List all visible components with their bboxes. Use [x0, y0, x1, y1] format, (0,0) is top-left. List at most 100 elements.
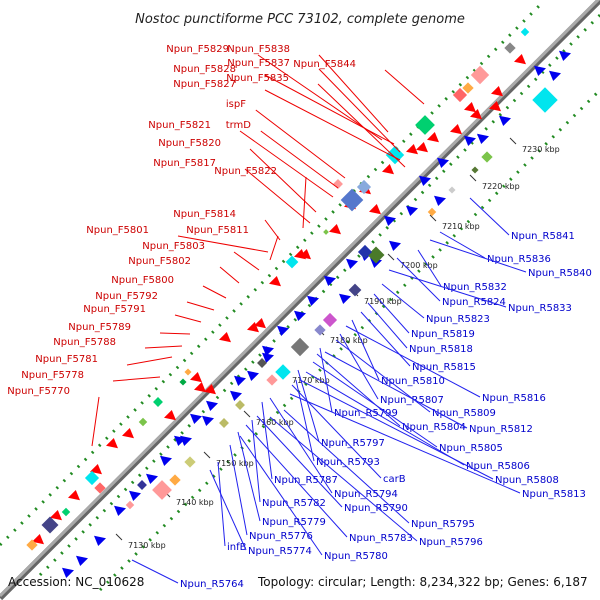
gene-label-npun-f5837: Npun_F5837 [227, 58, 290, 69]
tick-label-7180-kbp: 7180 kbp [330, 336, 368, 345]
gene-block-25 [125, 500, 135, 510]
reverse-arrow-29 [434, 195, 446, 206]
leader-line-npun-r5793 [295, 379, 315, 462]
gene-label-npun-r5797: Npun_R5797 [321, 438, 385, 449]
middle-dotted-line [38, 13, 600, 577]
leader-line-npun-r5794 [269, 397, 333, 494]
gene-label-npun-f5811: Npun_F5811 [186, 225, 249, 236]
gene-block-0 [532, 87, 558, 113]
reverse-arrow-9 [384, 215, 396, 226]
forward-arrow-16 [122, 428, 134, 439]
gene-block-6 [504, 42, 516, 54]
gene-label-npun-r5804: Npun_R5804 [402, 422, 466, 433]
gene-block-8 [340, 188, 364, 212]
gene-label-npun-r5833: Npun_R5833 [508, 303, 572, 314]
reverse-arrow-36 [180, 435, 192, 446]
gene-block-34 [427, 207, 437, 217]
gene-block-40 [323, 229, 329, 235]
reverse-arrow-3 [499, 115, 511, 126]
leader-line-npun-r5779 [237, 431, 261, 522]
leader-line-npun-r5790 [256, 415, 343, 508]
tick-label-7220-kbp: 7220 kbp [482, 182, 520, 191]
tick-label-7230-kbp: 7230 kbp [522, 145, 560, 154]
dotted-guides [0, 3, 600, 592]
gene-label-npun-r5810: Npun_R5810 [381, 376, 445, 387]
gene-label-npun-r5812: Npun_R5812 [469, 424, 533, 435]
gene-block-19 [235, 400, 245, 410]
forward-arrow-10 [269, 276, 281, 287]
reverse-arrow-8 [406, 205, 418, 216]
gene-label-npun-f5821: Npun_F5821 [148, 120, 211, 131]
reverse-arrow-33 [262, 352, 274, 363]
leader-line-trmd [260, 130, 339, 189]
gene-label-npun-f5789: Npun_F5789 [68, 322, 131, 333]
gene-block-28 [84, 470, 100, 486]
gene-block-24 [137, 480, 147, 490]
gene-label-npun-f5820: Npun_F5820 [158, 138, 221, 149]
reverse-arrow-0 [549, 70, 561, 81]
gene-label-npun-r5836: Npun_R5836 [487, 254, 551, 265]
gene-label-npun-r5823: Npun_R5823 [426, 314, 490, 325]
leader-line-npun-r5805 [312, 361, 438, 448]
forward-arrow-4 [406, 144, 418, 155]
gene-block-21 [184, 456, 196, 468]
leader-line-npun-r5816 [345, 325, 481, 398]
leader-line-npun-r5833 [388, 269, 507, 308]
leader-line-ispf [255, 109, 346, 179]
gene-label-npun-f5814: Npun_F5814 [173, 209, 236, 220]
gene-block-23 [169, 474, 181, 486]
reverse-arrow-7 [419, 175, 431, 186]
accession-text: Accession: NC_010628 [8, 575, 144, 589]
gene-block-38 [184, 368, 192, 376]
leader-line-npun-r5841 [469, 197, 510, 236]
gene-features [26, 27, 571, 578]
reverse-arrow-19 [206, 400, 218, 411]
reverse-arrow-14 [294, 310, 306, 321]
reverse-arrow-4 [477, 133, 489, 144]
gene-label-npun-r5816: Npun_R5816 [482, 393, 546, 404]
axis-ticks: 7130 kbp 7140 kbp 7150 kbp 7160 kbp 7170 kbp… [115, 137, 560, 550]
leader-line-npun-r5813 [289, 393, 521, 494]
leader-line-npun-r5832 [417, 249, 442, 287]
gene-block-4 [452, 87, 468, 103]
leader-line-npun-f5802 [219, 266, 240, 284]
gene-label-npun-r5808: Npun_R5808 [495, 475, 559, 486]
gene-block-22 [152, 480, 172, 500]
leader-line-npun-f5770 [91, 396, 100, 447]
gene-block-5 [462, 82, 474, 94]
leader-line-npun-f5844 [384, 69, 425, 105]
gene-label-npun-f5829: Npun_F5829 [166, 44, 229, 55]
gene-block-12 [348, 283, 362, 297]
gene-label-npun-r5779: Npun_R5779 [262, 517, 326, 528]
leader-line-npun-r5815 [360, 311, 411, 367]
reverse-arrow-2 [559, 50, 571, 61]
gene-label-npun-r5805: Npun_R5805 [439, 443, 503, 454]
forward-arrow-2 [464, 102, 476, 113]
gene-label-npun-r5782: Npun_R5782 [262, 498, 326, 509]
tick-mark-7210-kbp [429, 214, 437, 222]
reverse-arrow-22 [160, 455, 172, 466]
gene-label-npun-f5792: Npun_F5792 [95, 291, 158, 302]
leader-line-npun-r5808 [299, 379, 494, 480]
gene-block-37 [471, 166, 479, 174]
leader-line-npun-f5789 [159, 332, 191, 335]
tick-mark-7230-kbp [509, 137, 517, 145]
leader-line-npun-r5795 [283, 409, 410, 524]
reverse-arrow-1 [534, 65, 546, 76]
gene-block-13 [322, 312, 338, 328]
leader-line-npun-f5800 [202, 285, 227, 299]
forward-arrow-5 [382, 164, 394, 175]
tick-label-7170-kbp: 7170 kbp [292, 376, 330, 385]
gene-label-npun-f5788: Npun_F5788 [53, 337, 116, 348]
leader-line-npun-f5781 [126, 356, 173, 366]
leader-line-npun-r5807 [339, 333, 379, 400]
gene-block-11 [357, 244, 373, 260]
reverse-arrow-6 [437, 157, 449, 168]
forward-arrow-27 [294, 249, 306, 260]
leader-line-npun-r5812 [324, 351, 468, 429]
forward-arrow-15 [164, 410, 176, 421]
gene-block-17 [266, 374, 278, 386]
gene-label-npun-r5840: Npun_R5840 [528, 268, 592, 279]
